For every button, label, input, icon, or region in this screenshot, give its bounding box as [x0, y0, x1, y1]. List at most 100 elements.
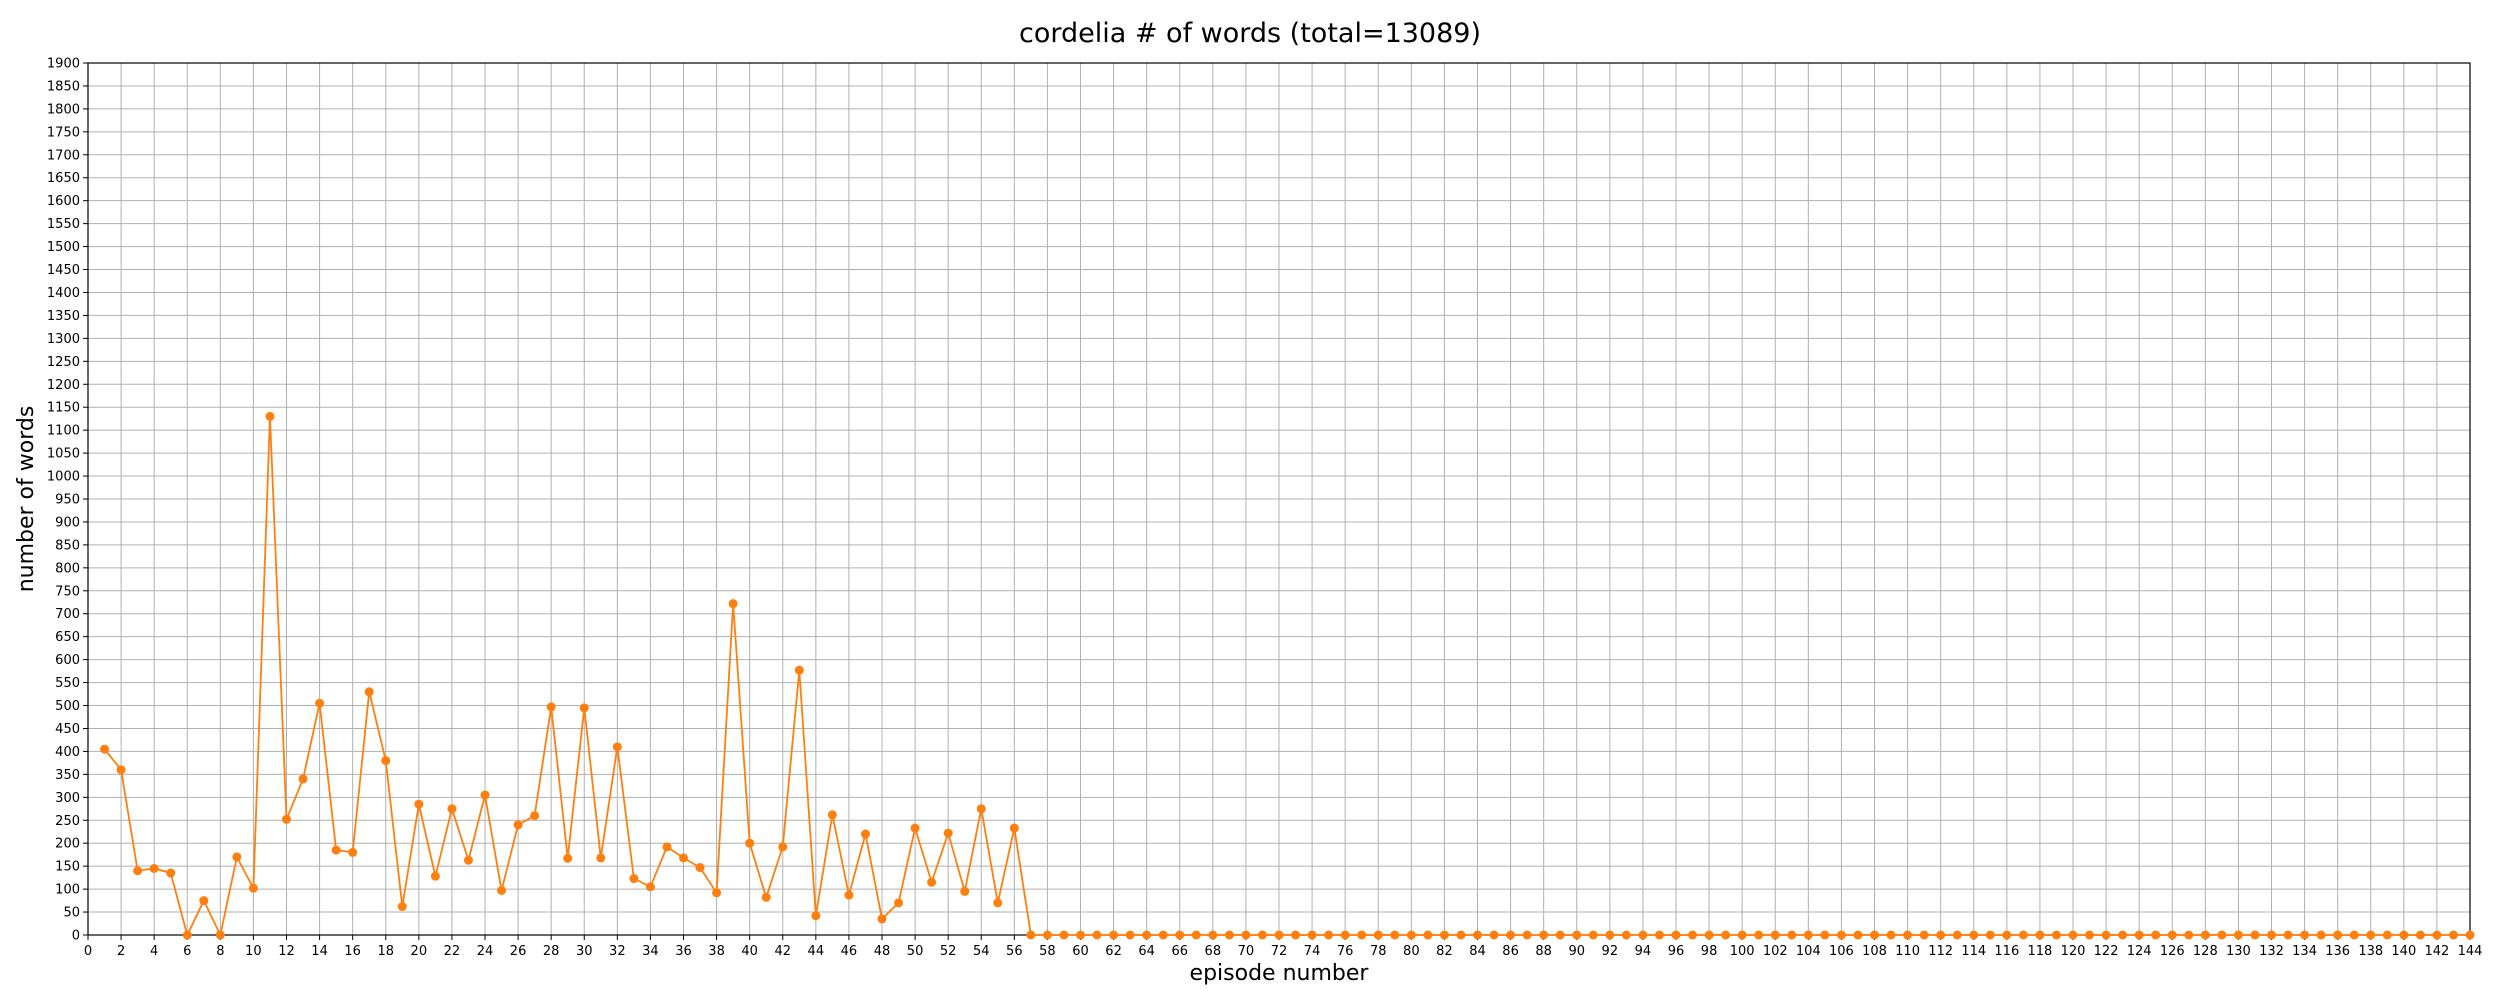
data-point: [1423, 930, 1433, 940]
data-point: [1125, 930, 1135, 940]
data-point: [2051, 930, 2061, 940]
x-tick-label: 12: [278, 944, 295, 959]
data-point: [1076, 930, 1085, 940]
data-point: [1539, 930, 1549, 940]
data-point: [348, 847, 358, 857]
data-point: [182, 930, 192, 940]
data-point: [2316, 930, 2326, 940]
data-point: [827, 810, 837, 820]
y-tick-label: 900: [55, 515, 80, 530]
y-tick-label: 500: [55, 699, 80, 714]
x-tick-label: 68: [1205, 944, 1222, 959]
x-tick-label: 124: [2127, 944, 2152, 959]
data-point: [430, 871, 440, 881]
data-point: [1787, 930, 1797, 940]
data-point: [844, 890, 854, 900]
data-point: [1952, 930, 1962, 940]
y-tick-label: 750: [55, 584, 80, 599]
data-point: [2250, 930, 2260, 940]
y-tick-label: 1600: [47, 194, 80, 209]
x-tick-label: 28: [543, 944, 560, 959]
data-point: [414, 799, 424, 809]
data-point: [1456, 930, 1466, 940]
data-point: [1439, 930, 1449, 940]
y-tick-label: 350: [55, 768, 80, 783]
data-point: [397, 902, 407, 912]
x-tick-label: 90: [1568, 944, 1585, 959]
data-point: [2415, 930, 2425, 940]
x-tick-label: 100: [1730, 944, 1755, 959]
data-point: [282, 814, 291, 824]
data-point: [960, 886, 970, 896]
data-point: [2002, 930, 2012, 940]
data-point: [1340, 930, 1350, 940]
data-point: [1026, 930, 1036, 940]
y-tick-label: 1750: [47, 125, 80, 140]
y-tick-label: 850: [55, 538, 80, 553]
data-point: [2118, 930, 2128, 940]
data-point: [1473, 930, 1482, 940]
data-point: [331, 845, 341, 855]
y-tick-label: 150: [55, 860, 80, 875]
y-tick-label: 1000: [47, 470, 80, 485]
y-axis-ticks: 0 50 100 150 200 250 300 350 400 450 500 550 600 650 7…: [47, 57, 88, 944]
x-tick-label: 144: [2458, 944, 2483, 959]
data-point: [1555, 930, 1565, 940]
data-point: [794, 665, 804, 675]
data-point: [778, 842, 788, 852]
data-point: [695, 863, 705, 873]
data-point: [232, 852, 242, 862]
data-point: [2432, 930, 2442, 940]
x-tick-label: 36: [675, 944, 692, 959]
data-point: [2151, 930, 2161, 940]
data-point: [1307, 930, 1317, 940]
data-point: [1919, 930, 1929, 940]
data-point: [1572, 930, 1582, 940]
x-tick-label: 14: [311, 944, 328, 959]
x-axis-label: episode number: [1190, 961, 1370, 986]
data-point: [2366, 930, 2376, 940]
data-point: [1274, 930, 1284, 940]
y-tick-label: 1650: [47, 171, 80, 186]
data-point: [860, 829, 870, 839]
data-point: [2134, 930, 2144, 940]
data-point: [563, 853, 573, 863]
data-point: [463, 855, 473, 865]
data-point: [1042, 930, 1052, 940]
x-tick-label: 54: [973, 944, 990, 959]
y-tick-label: 1550: [47, 217, 80, 232]
data-point: [2200, 930, 2210, 940]
data-point: [596, 853, 606, 863]
data-point: [546, 702, 556, 712]
data-point: [1224, 930, 1234, 940]
data-point: [1605, 930, 1615, 940]
x-tick-label: 118: [2028, 944, 2053, 959]
x-tick-label: 0: [84, 944, 92, 959]
data-point: [1721, 930, 1731, 940]
x-tick-label: 8: [216, 944, 224, 959]
grid: [87, 62, 2471, 936]
data-point: [1092, 930, 1102, 940]
data-point: [447, 804, 457, 814]
x-tick-label: 60: [1072, 944, 1089, 959]
y-tick-label: 400: [55, 745, 80, 760]
data-point: [1870, 930, 1879, 940]
data-point: [199, 896, 209, 906]
y-tick-label: 1450: [47, 263, 80, 278]
data-point: [2184, 930, 2194, 940]
data-point: [2101, 930, 2111, 940]
y-axis-label: number of words: [14, 406, 39, 593]
data-point: [1886, 930, 1896, 940]
data-point: [1737, 930, 1747, 940]
x-tick-label: 42: [774, 944, 791, 959]
y-tick-label: 1050: [47, 447, 80, 462]
data-point: [1406, 930, 1416, 940]
data-point: [579, 703, 589, 713]
data-point: [1903, 930, 1913, 940]
data-point: [1704, 930, 1714, 940]
x-tick-label: 94: [1635, 944, 1652, 959]
data-point: [877, 914, 887, 924]
y-tick-label: 1250: [47, 355, 80, 370]
x-tick-label: 126: [2160, 944, 2185, 959]
data-point: [298, 774, 308, 784]
